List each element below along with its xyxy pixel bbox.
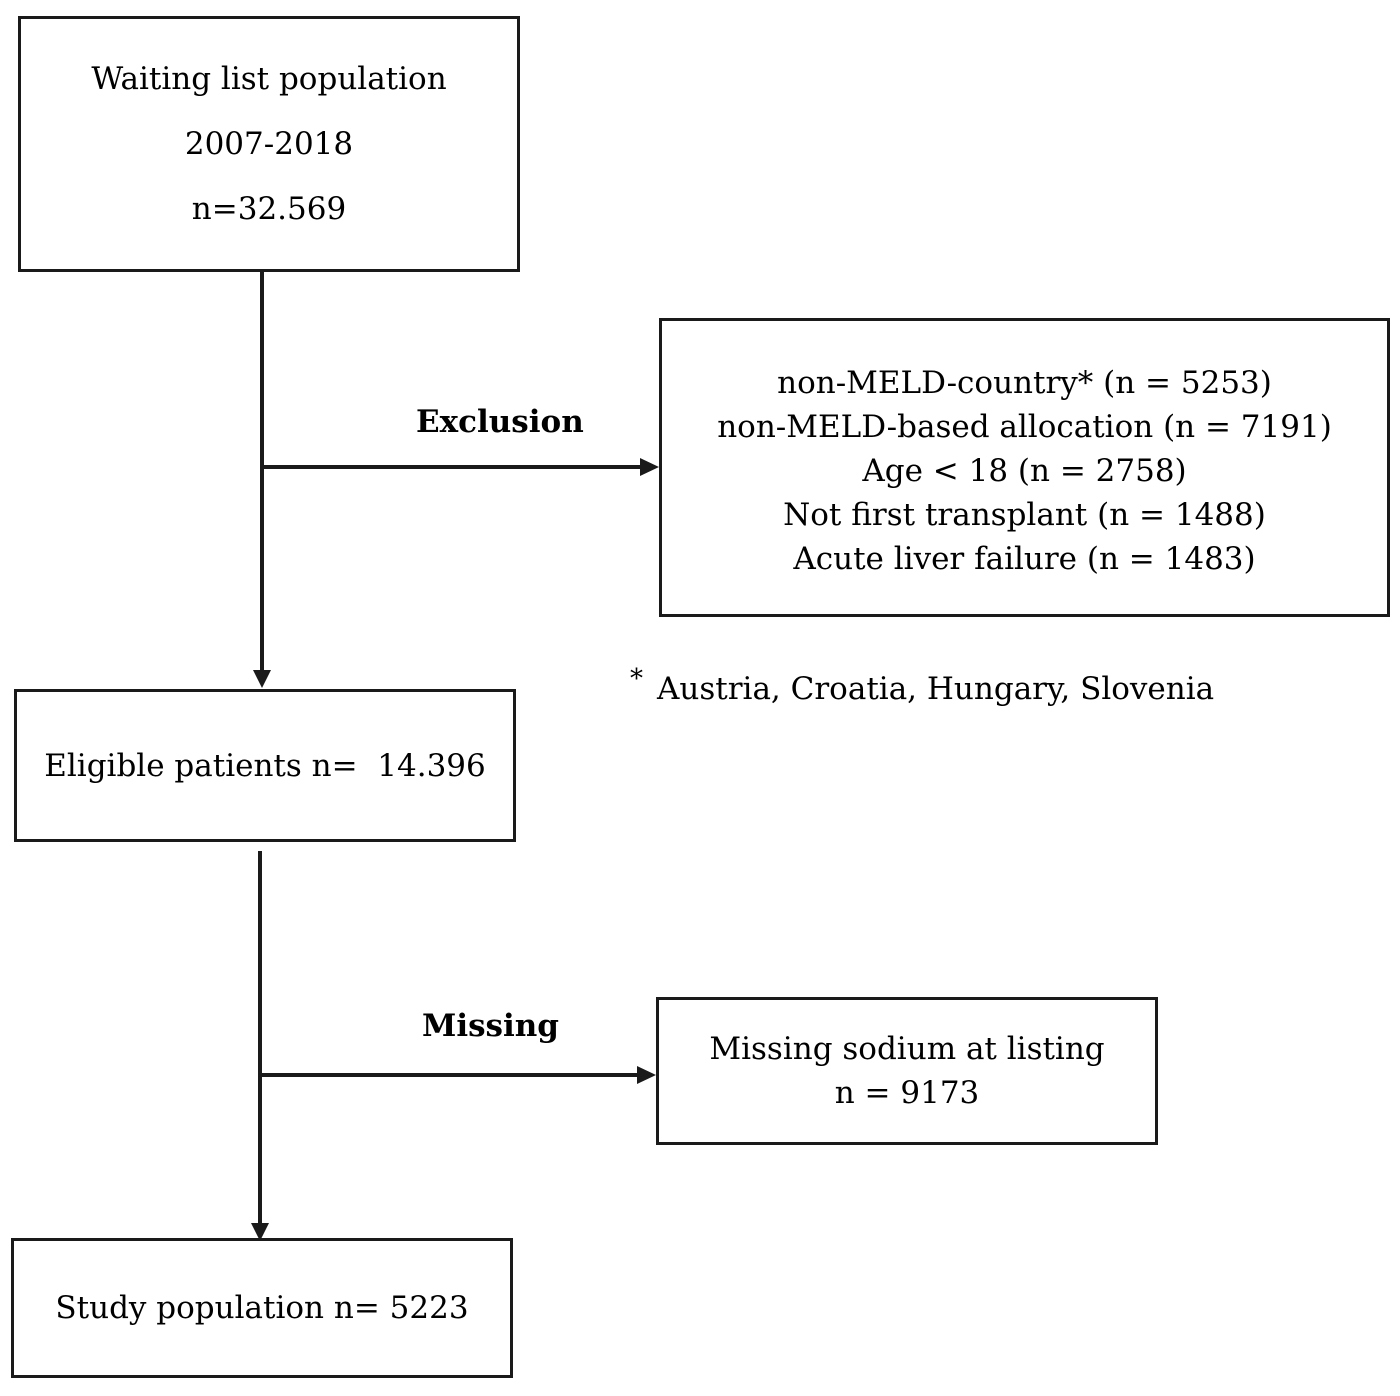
exclusion-box: non-MELD-country* (n = 5253) non-MELD-ba…	[659, 318, 1390, 617]
arrowhead-eligible	[253, 670, 271, 688]
study-population-text: Study population n= 5223	[55, 1290, 469, 1326]
exclusion-item: Not first transplant (n = 1488)	[783, 496, 1266, 533]
study-population-box: Study population n= 5223	[11, 1238, 513, 1378]
exclusion-item: Acute liver failure (n = 1483)	[793, 540, 1256, 577]
eligible-patients-box: Eligible patients n= 14.396	[14, 689, 516, 842]
arrowhead-exclusion	[640, 458, 659, 476]
exclusion-item: non-MELD-based allocation (n = 7191)	[717, 408, 1332, 445]
waiting-list-count: n=32.569	[191, 190, 347, 227]
exclusion-item: Age < 18 (n = 2758)	[862, 452, 1187, 489]
waiting-list-box: Waiting list population 2007-2018 n=32.5…	[18, 16, 520, 272]
exclusion-label: Exclusion	[416, 404, 584, 440]
exclusion-item: non-MELD-country* (n = 5253)	[777, 364, 1272, 401]
missing-sodium-title: Missing sodium at listing	[709, 1031, 1105, 1067]
missing-sodium-count: n = 9173	[834, 1075, 980, 1111]
waiting-list-period: 2007-2018	[184, 125, 354, 162]
missing-label: Missing	[422, 1008, 559, 1044]
footnote-marker: *	[630, 664, 643, 694]
eligible-patients-text: Eligible patients n= 14.396	[44, 747, 486, 784]
missing-sodium-box: Missing sodium at listing n = 9173	[656, 997, 1158, 1145]
waiting-list-title: Waiting list population	[91, 60, 447, 97]
footnote: * Austria, Croatia, Hungary, Slovenia	[630, 664, 1214, 707]
footnote-text: Austria, Croatia, Hungary, Slovenia	[657, 671, 1215, 707]
arrowhead-study	[251, 1223, 269, 1241]
arrowhead-missing	[637, 1066, 656, 1084]
